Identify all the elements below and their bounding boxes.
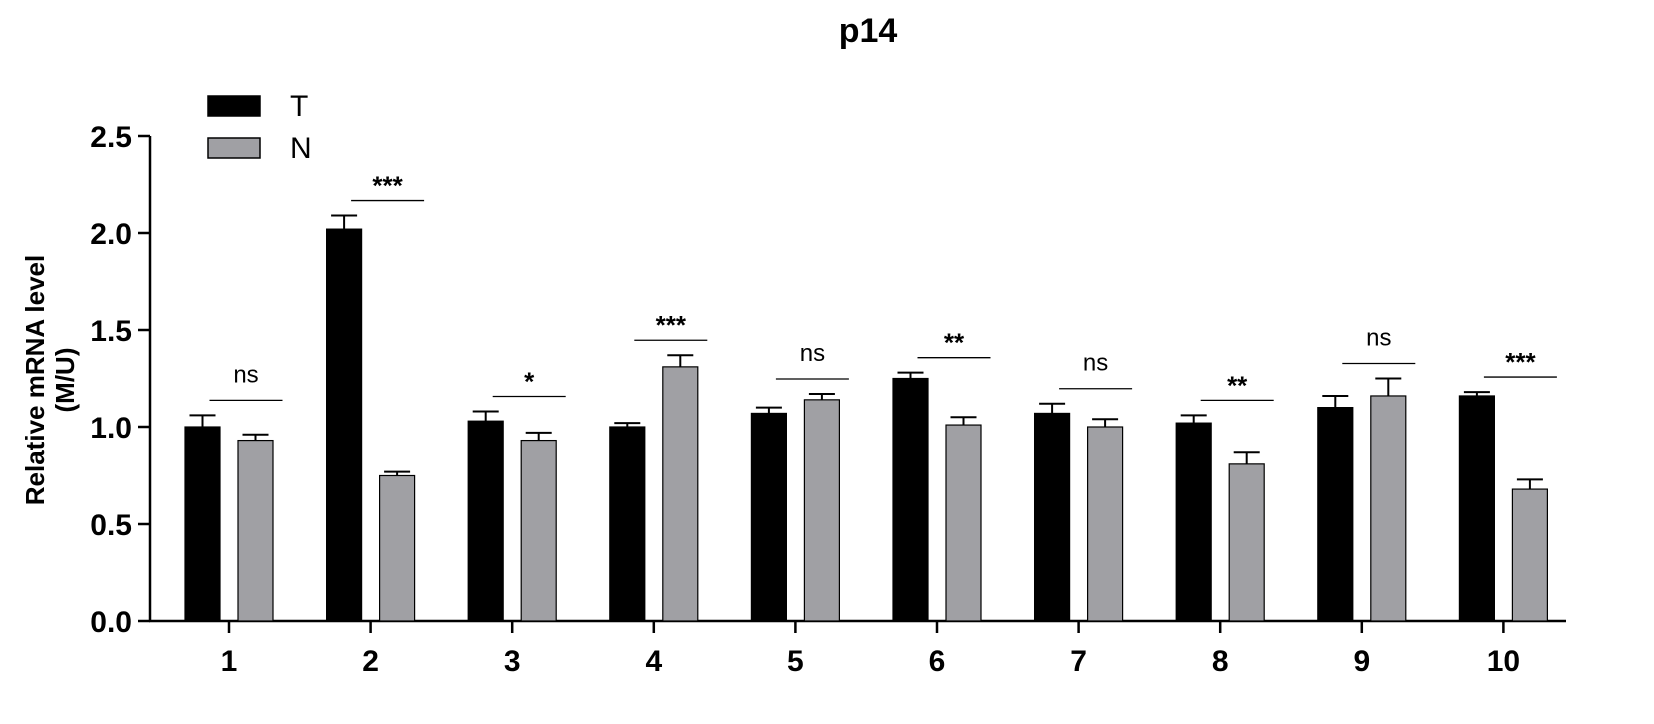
significance-label: ns <box>233 361 258 388</box>
x-tick-label: 5 <box>787 645 804 678</box>
significance-label: ** <box>1227 370 1248 400</box>
x-tick-label: 3 <box>504 645 521 678</box>
y-tick-label: 0.0 <box>90 606 132 639</box>
legend-label-t: T <box>290 90 308 123</box>
bar-t-1 <box>184 426 221 622</box>
bar-t-5 <box>750 412 788 622</box>
x-tick-label: 4 <box>645 645 662 678</box>
bar-t-6 <box>892 377 929 622</box>
bar-t-9 <box>1317 407 1354 622</box>
significance-label: ns <box>800 340 825 367</box>
bar-n-10 <box>1511 488 1549 622</box>
significance-label: *** <box>372 171 403 201</box>
legend: T N <box>207 90 312 165</box>
bar-n-1 <box>237 439 274 622</box>
significance-label: ns <box>1366 325 1391 352</box>
y-axis-label-line1: Relative mRNA level <box>20 255 50 505</box>
x-tick-label: 1 <box>221 645 238 678</box>
bar-n-2 <box>379 474 416 622</box>
significance-annotations: ns*******ns **ns**ns*** <box>209 171 1557 402</box>
x-tick-label: 10 <box>1487 645 1520 678</box>
y-tick-label: 2.5 <box>90 121 132 154</box>
bar-n-7 <box>1086 426 1124 622</box>
legend-label-n: N <box>290 132 312 165</box>
y-tick-label: 2.0 <box>90 218 132 251</box>
y-tick-label: 1.0 <box>90 412 132 445</box>
x-tick-label: 2 <box>362 645 379 678</box>
y-axis-label: Relative mRNA level (M/U) <box>20 255 80 505</box>
bar-t-2 <box>326 228 363 622</box>
legend-swatch-t <box>207 95 261 117</box>
chart-title: p14 <box>839 12 898 50</box>
x-tick-label: 9 <box>1353 645 1370 678</box>
bar-t-10 <box>1458 395 1496 622</box>
bar-n-9 <box>1370 395 1407 622</box>
bar-t-4 <box>609 426 646 622</box>
y-tick-label: 0.5 <box>90 509 132 542</box>
significance-label: * <box>524 366 535 396</box>
y-tick-label: 1.5 <box>90 315 132 348</box>
bar-n-8 <box>1228 463 1265 622</box>
bar-t-3 <box>467 420 504 622</box>
legend-swatch-n <box>207 137 261 159</box>
bar-n-5 <box>803 399 841 622</box>
significance-label: *** <box>656 310 687 340</box>
bar-n-3 <box>520 439 557 622</box>
bars <box>184 214 1549 622</box>
x-tick-label: 7 <box>1070 645 1087 678</box>
significance-label: ns <box>1083 350 1108 377</box>
x-tick-label: 6 <box>929 645 946 678</box>
significance-label: ** <box>944 328 965 358</box>
axes: 0.0 0.5 1.0 1.5 2.0 2.5 1 2 3 4 5 6 7 8 9 10 <box>90 121 1566 678</box>
y-axis-label-line2: (M/U) <box>50 348 80 413</box>
bar-t-8 <box>1175 422 1212 622</box>
bar-n-6 <box>945 424 982 622</box>
bar-n-4 <box>662 366 699 622</box>
significance-label: *** <box>1505 347 1536 377</box>
bar-t-7 <box>1033 412 1071 622</box>
x-tick-label: 8 <box>1212 645 1229 678</box>
